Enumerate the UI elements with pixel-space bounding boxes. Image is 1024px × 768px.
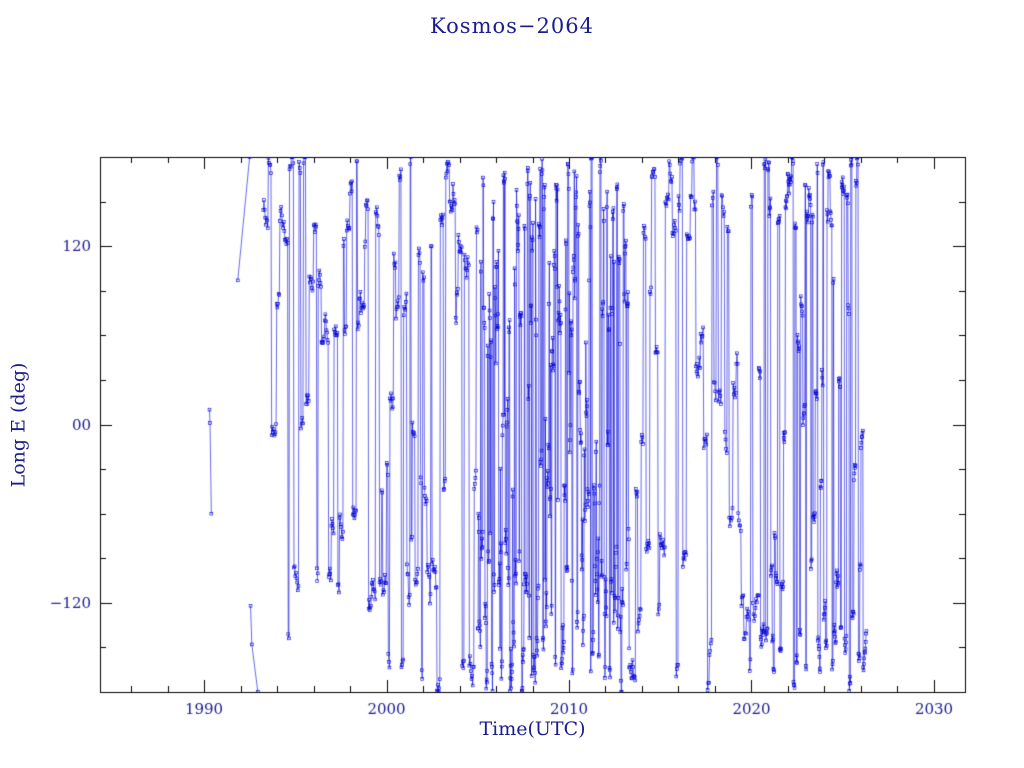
y-axis-label: Long E (deg) (7, 362, 30, 488)
chart-title: Kosmos−2064 (430, 14, 594, 38)
x-axis-label: Time(UTC) (479, 718, 586, 740)
